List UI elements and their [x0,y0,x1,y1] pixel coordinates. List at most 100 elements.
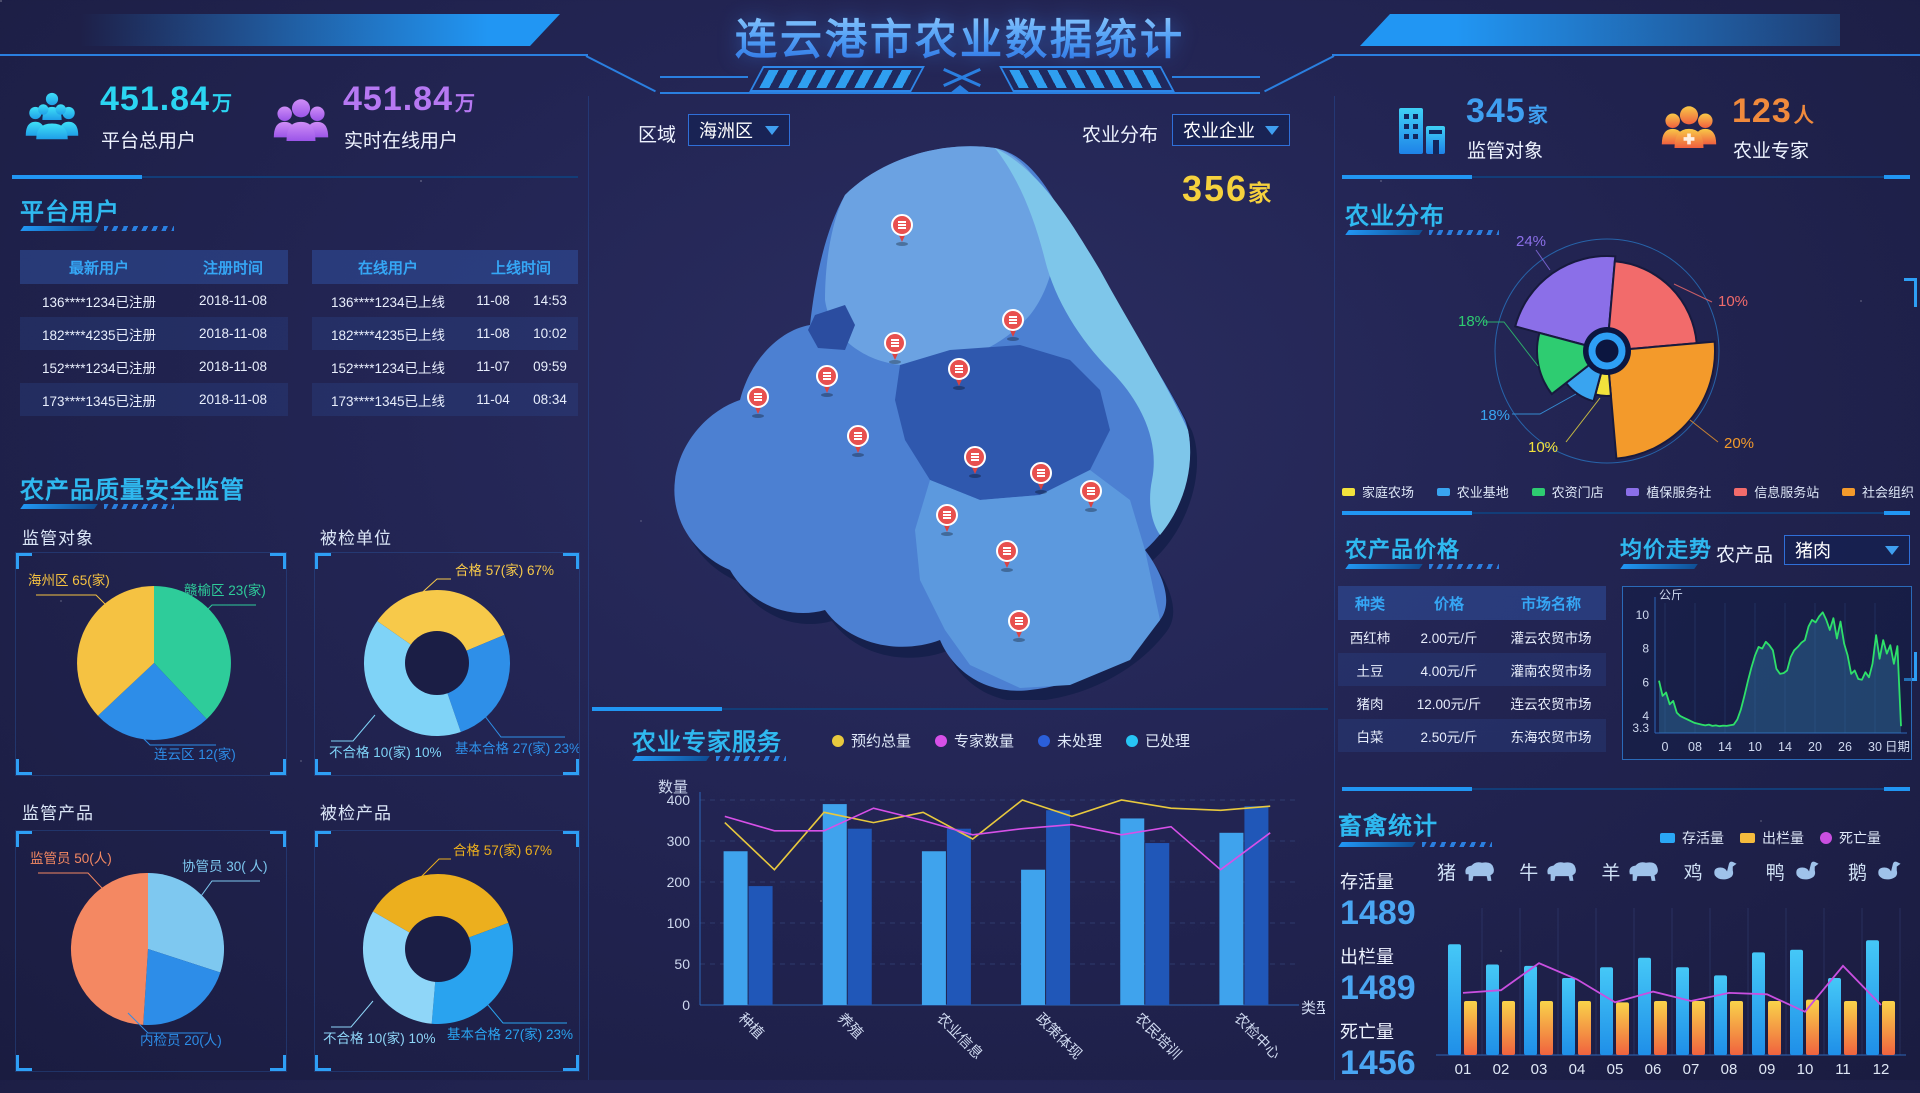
svg-text:不合格 10(家) 10%: 不合格 10(家) 10% [323,1030,436,1046]
svg-text:4: 4 [1642,709,1649,723]
map-pin-7[interactable] [847,425,869,457]
map-pin-6[interactable] [747,386,769,418]
panel-supervise-products: 协管员 30( 人) 内检员 20(人) 监管员 50(人) [15,830,287,1072]
table-row: 土豆 4.00元/斤 灌南农贸市场 [1338,653,1606,686]
platform-users-title: 平台用户 [20,199,120,226]
svg-text:10: 10 [1636,608,1650,622]
legend-dot [935,734,948,747]
legend-item[interactable]: 农业基地 [1436,482,1509,501]
legend-item[interactable]: 存活量 [1660,828,1724,848]
legend-label: 死亡量 [1839,830,1881,846]
livestock-stat-label: 出栏量 [1340,947,1394,967]
map-pin-8[interactable] [964,446,986,478]
svg-text:种植: 种植 [735,1010,768,1043]
map-pin-13[interactable] [1008,610,1030,642]
panel-checked-products: 合格 57(家) 67% 基本合格 27(家) 23% 不合格 10(家) 10% [314,830,580,1072]
map-pin-4[interactable] [948,358,970,390]
legend-swatch [1436,487,1450,496]
header-base-line [660,92,1260,94]
svg-text:20: 20 [1808,740,1822,754]
expert-service-deco [632,756,786,761]
legend-item[interactable]: 家庭农场 [1342,482,1414,501]
livestock-legend: 存活量 出栏量 死亡量 [1660,828,1897,848]
map-pin-1[interactable] [891,214,913,246]
svg-text:监管员 50(人): 监管员 50(人) [30,851,112,866]
right-divider-3 [1342,787,1910,791]
enterprise-count-badge: 356家 [1182,168,1272,209]
table-header-row: 在线用户 上线时间 [312,250,578,284]
legend-item[interactable]: 农资门店 [1531,482,1604,501]
chevron-down-icon [765,125,779,135]
svg-text:02: 02 [1493,1061,1510,1078]
map-pin-3[interactable] [884,332,906,364]
svg-text:数量: 数量 [658,779,688,796]
distribution-select[interactable]: 农业企业 [1172,114,1290,146]
svg-text:01: 01 [1455,1061,1472,1078]
svg-text:日期: 日期 [1885,740,1910,754]
district-map[interactable] [600,100,1340,700]
legend-item[interactable]: 信息服务站 [1734,482,1819,501]
legend-label: 未处理 [1057,733,1103,750]
svg-text:3.3: 3.3 [1632,721,1649,735]
legend-dot [832,734,844,747]
svg-text:09: 09 [1759,1061,1776,1078]
table-row: 136****1234已注册 2018-11-08 [20,284,288,317]
map-pin-10[interactable] [1080,480,1102,512]
legend-label: 家庭农场 [1362,485,1415,500]
table-row: 猪肉 12.00元/斤 连云农贸市场 [1338,686,1606,719]
legend-item[interactable]: 出栏量 [1740,828,1804,848]
column-separator-right [1334,96,1335,1080]
chicken-icon [1713,861,1737,880]
map-pin-12[interactable] [996,540,1018,572]
table-cell: 173****1345已注册 [41,393,157,409]
legend-dot [1038,734,1051,747]
svg-text:24%: 24% [1516,233,1546,250]
goat-icon [1629,862,1659,881]
svg-text:农检中心: 农检中心 [1231,1010,1284,1063]
svg-text:10%: 10% [1528,439,1558,456]
map-pin-5[interactable] [816,365,838,397]
svg-text:养殖: 养殖 [834,1010,867,1043]
left-divider-1 [12,175,578,179]
table-row: 152****1234已上线 11-07 09:59 [312,350,578,383]
svg-text:内检员 20(人): 内检员 20(人) [140,1033,222,1048]
legend-item[interactable]: 社会组织 [1841,482,1914,501]
animal-item-6: 鹅 [1848,858,1909,885]
legend-item[interactable]: 预约总量 [832,730,911,751]
agri-distribution-legend: 家庭农场 农业基地 农资门店 植保服务社 信息服务站 社会组织 [1342,482,1914,501]
edge-bracket-top [1904,278,1917,307]
table-cell: 2.50元/斤 [1420,729,1478,745]
online-users-icon [272,92,330,150]
quality-deco [20,504,174,509]
animal-label: 牛 [1519,863,1539,884]
table-cell: 灌南农贸市场 [1510,663,1592,679]
map-pin-11[interactable] [936,504,958,536]
table-cell: 136****1234已注册 [41,294,157,310]
column-header: 市场名称 [1520,595,1581,613]
trend-product-select[interactable]: 猪肉 [1784,535,1910,565]
experts-count-value: 123 人 [1732,92,1815,130]
svg-text:10: 10 [1797,1061,1814,1078]
livestock-stats: 存活量 1489 出栏量 1489 死亡量 1456 [1340,868,1432,1093]
svg-text:04: 04 [1569,1061,1586,1078]
table-cell: 152****1234已注册 [41,360,157,376]
region-label: 区域 [638,125,677,146]
svg-text:不合格 10(家) 10%: 不合格 10(家) 10% [329,744,442,760]
panel-checked-units: 合格 57(家) 67% 基本合格 27(家) 23% 不合格 10(家) 10% [314,552,581,776]
legend-item[interactable]: 专家数量 [935,730,1014,751]
table-cell: 2018-11-08 [198,326,268,341]
region-select[interactable]: 海洲区 [688,114,790,146]
svg-text:基本合格 27(家) 23%: 基本合格 27(家) 23% [455,740,579,756]
supervised-count-label: 监管对象 [1467,141,1544,162]
animal-label: 羊 [1601,863,1621,884]
map-pin-9[interactable] [1030,462,1052,494]
legend-item[interactable]: 已处理 [1126,730,1190,751]
legend-item[interactable]: 死亡量 [1820,828,1881,848]
svg-text:03: 03 [1531,1061,1548,1078]
legend-item[interactable]: 植保服务社 [1626,482,1711,501]
legend-item[interactable]: 未处理 [1038,730,1102,751]
svg-text:30: 30 [1868,740,1882,754]
table-cell: 土豆 [1356,663,1384,679]
map-pin-2[interactable] [1002,309,1024,341]
svg-text:0: 0 [682,997,690,1013]
